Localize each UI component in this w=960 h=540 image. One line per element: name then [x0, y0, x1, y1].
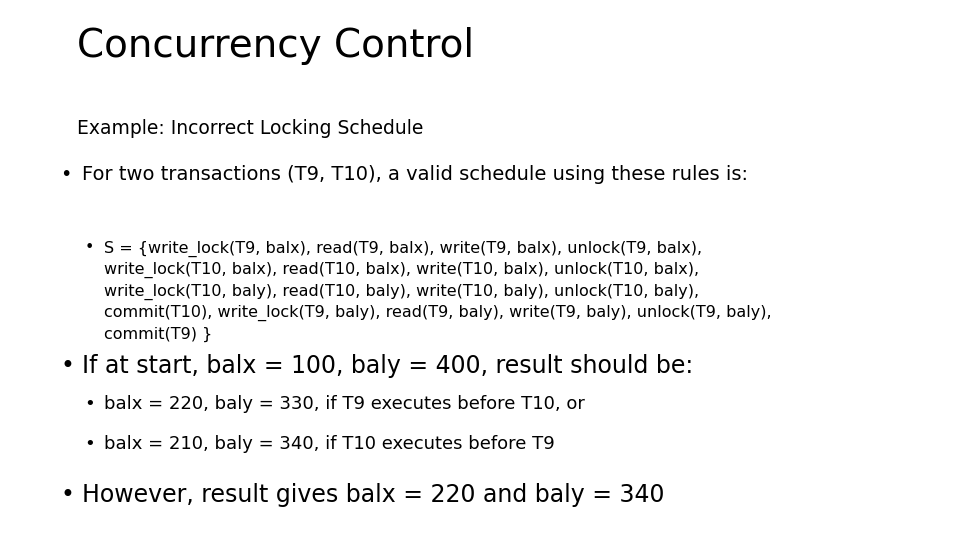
Text: If at start, balx = 100, baly = 400, result should be:: If at start, balx = 100, baly = 400, res…	[82, 354, 693, 377]
Text: •: •	[60, 483, 74, 507]
Text: balx = 210, baly = 340, if T10 executes before T9: balx = 210, baly = 340, if T10 executes …	[104, 435, 555, 453]
Text: •: •	[84, 240, 94, 255]
Text: For two transactions (T9, T10), a valid schedule using these rules is:: For two transactions (T9, T10), a valid …	[82, 165, 748, 184]
Text: •: •	[60, 354, 74, 377]
Text: Concurrency Control: Concurrency Control	[77, 27, 474, 65]
Text: S = {write_lock(T9, balx), read(T9, balx), write(T9, balx), unlock(T9, balx),
wr: S = {write_lock(T9, balx), read(T9, balx…	[104, 240, 771, 342]
Text: •: •	[84, 435, 95, 453]
Text: However, result gives balx = 220 and baly = 340: However, result gives balx = 220 and bal…	[82, 483, 664, 507]
Text: balx = 220, baly = 330, if T9 executes before T10, or: balx = 220, baly = 330, if T9 executes b…	[104, 395, 585, 413]
Text: •: •	[60, 165, 72, 184]
Text: •: •	[84, 395, 95, 413]
Text: Example: Incorrect Locking Schedule: Example: Incorrect Locking Schedule	[77, 119, 423, 138]
